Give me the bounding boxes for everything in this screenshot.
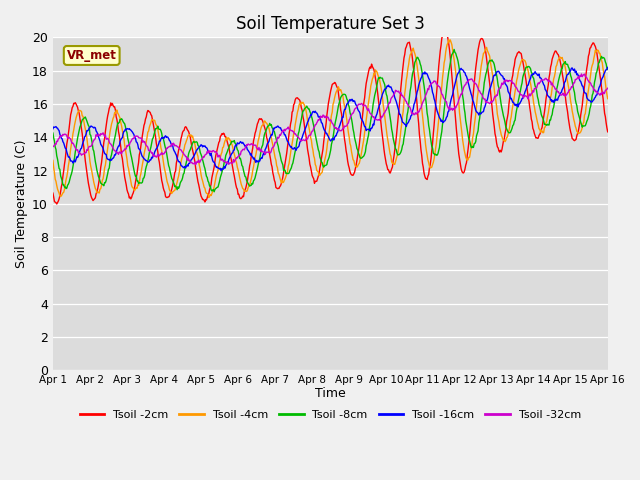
Legend: Tsoil -2cm, Tsoil -4cm, Tsoil -8cm, Tsoil -16cm, Tsoil -32cm: Tsoil -2cm, Tsoil -4cm, Tsoil -8cm, Tsoi… [76,406,586,425]
Y-axis label: Soil Temperature (C): Soil Temperature (C) [15,140,28,268]
Text: VR_met: VR_met [67,49,116,62]
Title: Soil Temperature Set 3: Soil Temperature Set 3 [236,15,425,33]
X-axis label: Time: Time [315,387,346,400]
